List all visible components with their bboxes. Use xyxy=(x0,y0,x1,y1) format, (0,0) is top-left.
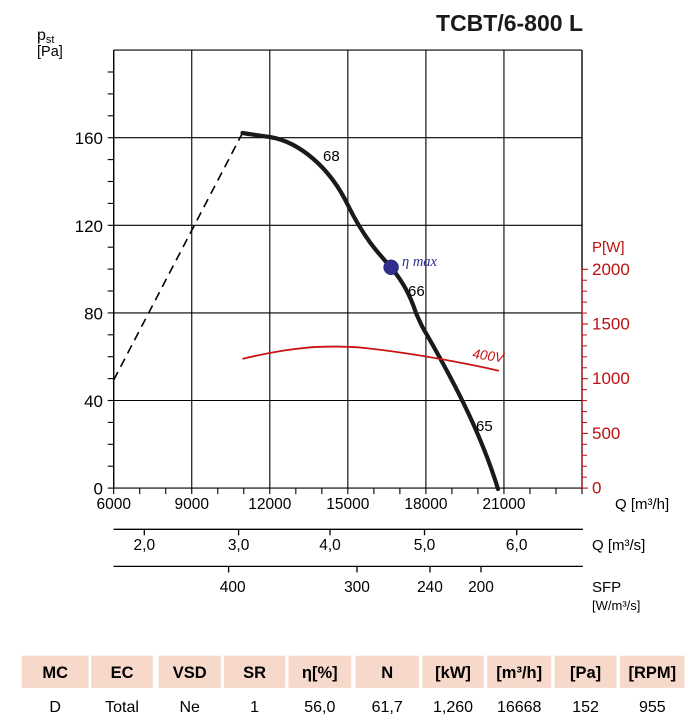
svg-text:N: N xyxy=(381,664,393,682)
svg-text:Ne: Ne xyxy=(179,699,200,716)
svg-text:D: D xyxy=(49,699,61,716)
svg-text:3,0: 3,0 xyxy=(228,537,250,554)
svg-text:16668: 16668 xyxy=(497,699,542,716)
svg-text:η[%]: η[%] xyxy=(302,664,338,682)
svg-text:[kW]: [kW] xyxy=(435,664,471,682)
svg-text:1: 1 xyxy=(250,699,259,716)
svg-text:EC: EC xyxy=(111,664,134,682)
svg-text:9000: 9000 xyxy=(175,496,210,513)
svg-text:955: 955 xyxy=(639,699,666,716)
svg-text:200: 200 xyxy=(468,579,494,596)
svg-text:160: 160 xyxy=(75,129,103,148)
svg-text:80: 80 xyxy=(84,304,103,323)
svg-text:[RPM]: [RPM] xyxy=(628,664,676,682)
svg-text:61,7: 61,7 xyxy=(372,699,403,716)
svg-text:η max: η max xyxy=(402,254,438,270)
svg-text:65: 65 xyxy=(476,418,493,435)
svg-text:6000: 6000 xyxy=(96,496,131,513)
svg-text:240: 240 xyxy=(417,579,443,596)
svg-text:56,0: 56,0 xyxy=(304,699,335,716)
svg-text:300: 300 xyxy=(344,579,370,596)
svg-text:152: 152 xyxy=(572,699,599,716)
svg-text:MC: MC xyxy=(42,664,68,682)
svg-text:[Pa]: [Pa] xyxy=(37,44,63,60)
svg-text:[Pa]: [Pa] xyxy=(570,664,601,682)
svg-text:18000: 18000 xyxy=(404,496,447,513)
svg-text:1,260: 1,260 xyxy=(433,699,473,716)
svg-text:500: 500 xyxy=(592,424,620,443)
svg-text:400: 400 xyxy=(220,579,246,596)
svg-text:0: 0 xyxy=(592,479,601,498)
svg-text:[W/m³/s]: [W/m³/s] xyxy=(592,598,640,613)
svg-text:SFP: SFP xyxy=(592,579,621,596)
svg-text:Q [m³/h]: Q [m³/h] xyxy=(615,496,669,513)
svg-text:12000: 12000 xyxy=(248,496,291,513)
svg-text:P[W]: P[W] xyxy=(592,239,625,256)
svg-text:1000: 1000 xyxy=(592,369,630,388)
svg-text:TCBT/6-800 L: TCBT/6-800 L xyxy=(436,10,583,36)
svg-text:5,0: 5,0 xyxy=(414,537,436,554)
svg-text:68: 68 xyxy=(323,148,340,165)
svg-text:2000: 2000 xyxy=(592,260,630,279)
svg-text:VSD: VSD xyxy=(173,664,207,682)
svg-text:[m³/h]: [m³/h] xyxy=(496,664,542,682)
svg-text:Total: Total xyxy=(105,699,139,716)
svg-text:120: 120 xyxy=(75,217,103,236)
svg-text:6,0: 6,0 xyxy=(506,537,528,554)
svg-text:Q [m³/s]: Q [m³/s] xyxy=(592,537,645,554)
svg-text:21000: 21000 xyxy=(482,496,525,513)
svg-text:1500: 1500 xyxy=(592,315,630,334)
svg-text:66: 66 xyxy=(408,283,425,300)
svg-text:40: 40 xyxy=(84,392,103,411)
svg-text:2,0: 2,0 xyxy=(134,537,156,554)
svg-text:400V: 400V xyxy=(472,346,507,366)
svg-text:15000: 15000 xyxy=(326,496,369,513)
svg-text:4,0: 4,0 xyxy=(319,537,341,554)
svg-text:SR: SR xyxy=(243,664,266,682)
